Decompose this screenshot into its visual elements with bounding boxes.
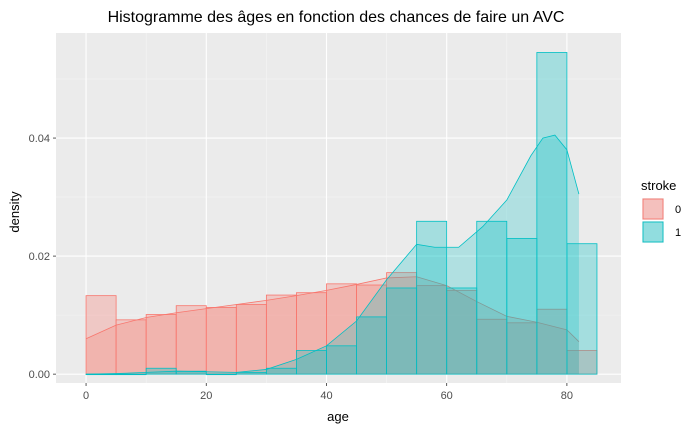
legend-key-background <box>642 221 664 243</box>
histogram-bar <box>235 304 267 375</box>
histogram-bar <box>566 243 598 375</box>
histogram-bar <box>386 287 418 375</box>
x-axis: 0 20 40 60 80 <box>83 383 573 402</box>
plot-panel <box>56 33 621 383</box>
x-tick-label: 80 <box>561 390 573 402</box>
y-axis-title: density <box>7 191 22 233</box>
legend-label-1: 1 <box>675 227 681 239</box>
histogram-bar <box>175 370 207 375</box>
panel-background <box>56 33 621 383</box>
histogram-bar <box>476 220 508 375</box>
histogram-bar <box>85 373 117 376</box>
histogram-bar <box>296 350 327 375</box>
histogram-bar <box>235 371 267 375</box>
y-tick-label: 0.00 <box>29 369 50 381</box>
x-tick-label: 60 <box>441 390 453 402</box>
density-line-0 <box>85 276 580 342</box>
legend-title: stroke <box>641 178 676 193</box>
series-1 <box>85 52 598 376</box>
histogram-bar <box>476 318 508 375</box>
series-0 <box>85 272 598 375</box>
y-tick-label: 0.04 <box>29 133 50 145</box>
histogram-bar <box>356 316 387 375</box>
histogram-bar <box>296 292 327 375</box>
legend-key-0 <box>642 198 664 220</box>
histogram-bar <box>386 272 418 375</box>
legend: stroke 0 1 <box>641 178 681 243</box>
histogram-bar <box>326 345 357 375</box>
density-area-1 <box>86 135 579 375</box>
histogram-bar <box>416 220 448 375</box>
x-tick-label: 40 <box>320 390 332 402</box>
histogram-bar <box>536 52 568 375</box>
x-tick-label: 20 <box>200 390 212 402</box>
histogram-bar <box>145 367 177 375</box>
chart-title: Histogramme des âges en fonction des cha… <box>108 9 565 26</box>
x-axis-title: age <box>327 409 349 424</box>
histogram-bar <box>115 373 147 376</box>
histogram-bar <box>175 305 207 375</box>
density-area-0 <box>86 276 579 375</box>
histogram-bar <box>115 319 147 375</box>
histogram-bar <box>205 307 237 375</box>
histogram-bar <box>145 314 177 375</box>
histogram-bar <box>446 287 478 375</box>
legend-label-0: 0 <box>675 204 681 216</box>
histogram-bar <box>265 367 297 375</box>
histogram-bar <box>326 283 357 375</box>
y-tick-label: 0.02 <box>29 251 50 263</box>
histogram-bar <box>85 295 117 375</box>
histogram-bar <box>205 373 237 376</box>
x-tick-label: 0 <box>83 390 89 402</box>
legend-key-1 <box>642 221 664 243</box>
legend-key-background <box>642 198 664 220</box>
histogram-bar <box>446 289 478 375</box>
histogram-bar <box>416 285 448 375</box>
histogram-bar <box>506 237 538 375</box>
y-axis: 0.00 0.02 0.04 <box>29 133 56 381</box>
